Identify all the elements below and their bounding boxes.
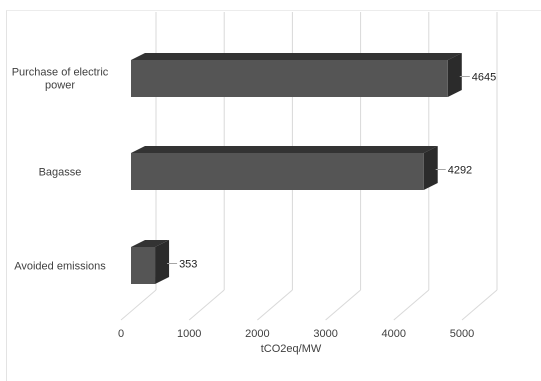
category-label: Purchase of electric <box>12 67 109 79</box>
bar-side-face <box>448 53 462 97</box>
category-label: power <box>45 80 75 92</box>
category-label: Bagasse <box>39 167 82 179</box>
bars <box>131 53 462 284</box>
x-tick-label: 0 <box>118 328 124 340</box>
gridline-floor <box>121 290 156 320</box>
gridline-floor <box>394 290 429 320</box>
x-tick-label: 5000 <box>450 328 474 340</box>
x-axis-title: tCO2eq/MW <box>261 343 322 355</box>
x-tick-label: 1000 <box>177 328 201 340</box>
bar-top-face <box>131 53 462 60</box>
category-label: Avoided emissions <box>14 261 106 273</box>
gridline-floor <box>189 290 224 320</box>
bar <box>131 60 448 97</box>
x-tick-label: 3000 <box>313 328 337 340</box>
x-tick-label: 4000 <box>382 328 406 340</box>
bar-side-face <box>424 146 438 190</box>
value-label: 4645 <box>472 72 496 84</box>
x-axis-ticks: 0 1000 2000 3000 4000 5000 <box>118 328 474 340</box>
x-tick-label: 2000 <box>245 328 269 340</box>
gridline-floor <box>257 290 292 320</box>
gridline-floor <box>462 290 497 320</box>
bar <box>131 153 424 190</box>
bar-side-face <box>155 240 169 284</box>
value-label: 4292 <box>448 165 472 177</box>
bar-top-face <box>131 146 438 153</box>
bar <box>131 247 155 284</box>
value-label: 353 <box>179 259 197 271</box>
gridline-floor <box>326 290 361 320</box>
